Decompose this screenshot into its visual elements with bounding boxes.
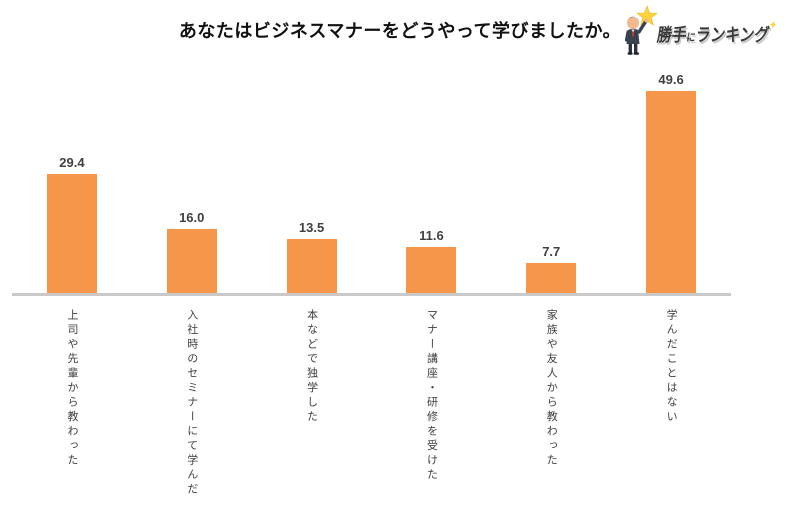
bar-value-label: 11.6 [419, 228, 444, 244]
category-label: 家族や友人から教わった [545, 309, 558, 469]
bar-group: 13.5 [252, 221, 372, 295]
category-axis-labels: 上司や先輩から教わった 入社時のセミナーにて学んだ 本などで独学した マナー講座・研修… [12, 309, 731, 514]
category-label: 学んだことはない [665, 309, 678, 425]
bar-group: 16.0 [132, 211, 252, 295]
category-label: 入社時のセミナーにて学んだ [185, 309, 198, 498]
bar [646, 90, 697, 295]
category-label: 上司や先輩から教わった [65, 309, 78, 469]
category-label-cell: マナー講座・研修を受けた [371, 309, 491, 514]
category-label-cell: 家族や友人から教わった [491, 309, 611, 514]
bar [46, 173, 97, 295]
bar-value-label: 29.4 [59, 154, 85, 170]
chart-title: あなたはビジネスマナーをどうやって学びましたか。 [178, 21, 622, 41]
x-axis-line [12, 293, 731, 296]
bar-group: 11.6 [371, 229, 491, 295]
category-label: 本などで独学した [305, 309, 318, 425]
bar-chart-plot-area: 29.4 16.0 13.5 11.6 7.7 49.6 [12, 0, 731, 295]
bar [286, 239, 337, 295]
bar-group: 29.4 [12, 156, 132, 295]
bar [526, 263, 577, 295]
bar-value-label: 16.0 [179, 210, 205, 226]
bar [406, 247, 457, 295]
category-label-cell: 学んだことはない [611, 309, 731, 514]
bar-value-label: 49.6 [658, 71, 684, 87]
bar-value-label: 13.5 [298, 220, 325, 236]
category-label-cell: 上司や先輩から教わった [12, 309, 132, 514]
bar [166, 229, 217, 295]
category-label-cell: 入社時のセミナーにて学んだ [132, 309, 252, 514]
category-label: マナー講座・研修を受けた [425, 309, 438, 483]
bar-group: 7.7 [491, 245, 611, 295]
businessman-icon [624, 5, 658, 55]
bar-value-label: 7.7 [542, 244, 561, 260]
category-label-cell: 本などで独学した [252, 309, 372, 514]
brand-logo: 勝手にランキング ✦ [620, 4, 792, 56]
sparkle-icon: ✦ [767, 18, 778, 32]
bar-group: 49.6 [611, 73, 731, 295]
